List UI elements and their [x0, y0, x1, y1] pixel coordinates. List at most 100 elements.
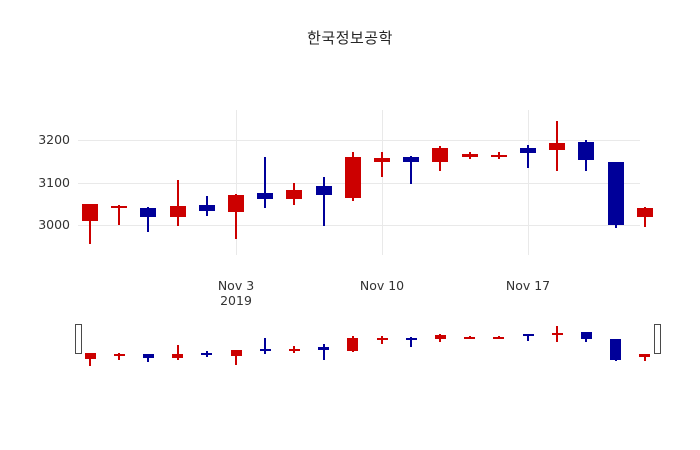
candlestick-body — [403, 156, 420, 163]
x-axis-tick-label: Nov 3 2019 — [217, 278, 255, 308]
candlestick-body — [113, 353, 125, 356]
candlestick-wick — [118, 353, 121, 361]
candlestick-body — [142, 354, 154, 358]
candlestick-wick — [147, 354, 150, 363]
candlestick-wick — [527, 333, 529, 342]
candlestick — [432, 110, 449, 255]
candlestick-body — [376, 337, 388, 340]
candlestick — [140, 110, 157, 255]
candlestick-body — [374, 157, 390, 162]
candlestick-body — [84, 353, 96, 359]
candlestick — [490, 110, 507, 255]
candlestick — [344, 110, 361, 255]
candlestick-wick — [410, 337, 413, 347]
candlestick-body — [198, 204, 215, 211]
candlestick-body — [639, 354, 651, 358]
candlestick-body — [461, 154, 478, 157]
main-plot-area — [78, 110, 653, 255]
candlestick — [580, 322, 592, 370]
candlestick-body — [169, 205, 186, 218]
candlestick-body — [286, 190, 303, 199]
gridline-vertical — [236, 110, 237, 255]
candlestick — [198, 110, 215, 255]
candlestick-body — [610, 339, 622, 361]
candlestick — [405, 322, 417, 370]
candlestick — [403, 110, 420, 255]
candlestick-wick — [147, 207, 150, 232]
candlestick-wick — [643, 207, 646, 227]
candlestick — [374, 110, 390, 255]
candlestick-wick — [176, 180, 179, 226]
candlestick — [318, 322, 330, 370]
candlestick-body — [318, 347, 330, 351]
candlestick-wick — [264, 337, 267, 355]
candlestick-wick — [176, 345, 179, 361]
candlestick-body — [82, 203, 98, 221]
gridline-vertical — [528, 110, 529, 255]
candlestick — [82, 110, 98, 255]
range-handle-left[interactable] — [75, 324, 82, 354]
candlestick — [464, 322, 476, 370]
candlestick — [551, 322, 563, 370]
candlestick-wick — [381, 335, 383, 345]
candlestick — [172, 322, 184, 370]
candlestick-wick — [643, 354, 646, 361]
gridline-horizontal — [78, 225, 640, 227]
x-axis-tick-label: Nov 10 — [359, 278, 405, 293]
y-axis-tick-label: 3100 — [38, 174, 70, 190]
candlestick-wick — [322, 177, 325, 226]
candlestick — [257, 110, 274, 255]
candlestick — [639, 322, 651, 370]
candlestick-body — [490, 155, 507, 158]
candlestick-body — [288, 348, 300, 352]
gridline-vertical — [382, 110, 383, 255]
x-axis-tick-label: Nov 17 — [505, 278, 551, 293]
candlestick-body — [344, 156, 361, 198]
candlestick-wick — [410, 156, 413, 185]
candlestick — [549, 110, 566, 255]
candlestick-body — [347, 337, 359, 352]
y-axis-tick-label: 3000 — [38, 217, 70, 233]
candlestick — [113, 322, 125, 370]
candlestick — [142, 322, 154, 370]
candlestick — [84, 322, 96, 370]
candlestick-wick — [118, 204, 121, 226]
range-handle-right[interactable] — [653, 324, 661, 354]
candlestick — [520, 110, 536, 255]
candlestick-body — [607, 162, 624, 226]
candlestick-body — [111, 205, 128, 209]
candlestick — [607, 110, 624, 255]
candlestick-wick — [527, 144, 529, 168]
candlestick-wick — [381, 151, 383, 178]
candlestick-body — [580, 332, 592, 339]
candlestick-body — [432, 148, 449, 163]
candlestick — [376, 322, 388, 370]
candlestick-body — [257, 192, 274, 199]
candlestick — [228, 110, 244, 255]
candlestick-wick — [89, 353, 91, 367]
candlestick — [578, 110, 595, 255]
y-axis-tick-label: 3200 — [38, 131, 70, 147]
candlestick-body — [228, 195, 244, 213]
range-overview-plot[interactable] — [75, 322, 661, 370]
candlestick-body — [636, 208, 653, 217]
candlestick — [493, 322, 505, 370]
candlestick — [169, 110, 186, 255]
candlestick-body — [405, 337, 417, 340]
chart-title: 한국정보공학 — [307, 29, 393, 47]
candlestick-body — [464, 336, 476, 339]
candlestick-body — [520, 147, 536, 154]
candlestick-body — [172, 353, 184, 358]
candlestick-body — [315, 185, 332, 196]
candlestick-body — [493, 336, 505, 339]
candlestick-body — [549, 143, 566, 151]
candlestick — [286, 110, 303, 255]
candlestick-body — [434, 334, 446, 340]
candlestick-wick — [264, 156, 267, 209]
candlestick — [315, 110, 332, 255]
candlestick-body — [578, 141, 595, 161]
candlestick — [636, 110, 653, 255]
gridline-horizontal — [78, 139, 640, 141]
candlestick — [347, 322, 359, 370]
